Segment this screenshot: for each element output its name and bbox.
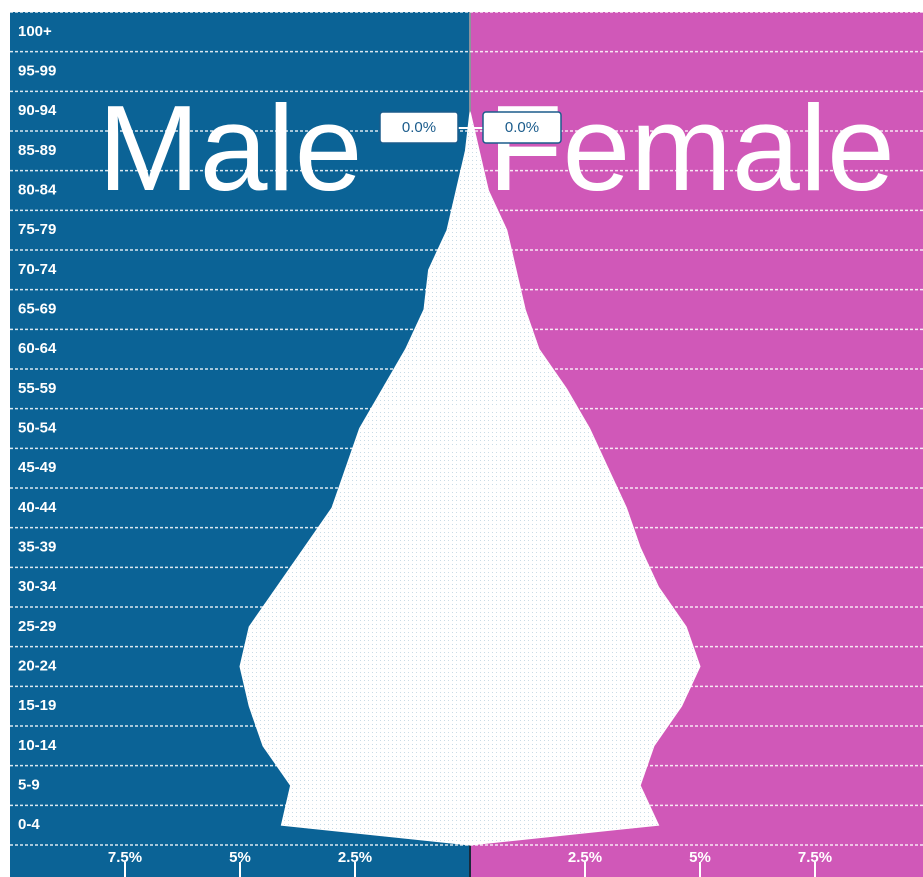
age-label: 70-74 bbox=[18, 261, 57, 278]
age-label: 15-19 bbox=[18, 697, 56, 714]
age-label: 55-59 bbox=[18, 380, 56, 397]
series-label: Female bbox=[488, 80, 895, 216]
x-tick-label: 2.5% bbox=[568, 849, 602, 866]
age-label: 100+ bbox=[18, 23, 52, 40]
tooltip bbox=[379, 111, 459, 144]
age-label: 0-4 bbox=[18, 816, 40, 833]
age-label: 45-49 bbox=[18, 459, 56, 476]
x-tick-label: 2.5% bbox=[338, 849, 372, 866]
age-label: 50-54 bbox=[18, 419, 57, 436]
x-tick-label: 7.5% bbox=[798, 849, 832, 866]
age-label: 95-99 bbox=[18, 62, 56, 79]
x-tick-label: 5% bbox=[229, 849, 251, 866]
age-label: 60-64 bbox=[18, 340, 57, 357]
population-area bbox=[469, 12, 701, 846]
tooltip-text: 0.0% bbox=[505, 119, 539, 136]
age-label: 25-29 bbox=[18, 618, 56, 635]
series-label: Male bbox=[98, 80, 362, 216]
x-tick-label: 7.5% bbox=[108, 849, 142, 866]
tooltip-text: 0.0% bbox=[402, 119, 436, 136]
age-label: 35-39 bbox=[18, 538, 56, 555]
age-label: 20-24 bbox=[18, 657, 57, 674]
x-tick-label: 5% bbox=[689, 849, 711, 866]
tooltip bbox=[482, 111, 562, 144]
age-label: 65-69 bbox=[18, 300, 56, 317]
age-label: 90-94 bbox=[18, 102, 57, 119]
age-label: 40-44 bbox=[18, 499, 57, 516]
age-label: 30-34 bbox=[18, 578, 57, 595]
age-label: 85-89 bbox=[18, 142, 56, 159]
age-label: 5-9 bbox=[18, 776, 40, 793]
age-label: 10-14 bbox=[18, 737, 57, 754]
age-label: 80-84 bbox=[18, 181, 57, 198]
age-label: 75-79 bbox=[18, 221, 56, 238]
